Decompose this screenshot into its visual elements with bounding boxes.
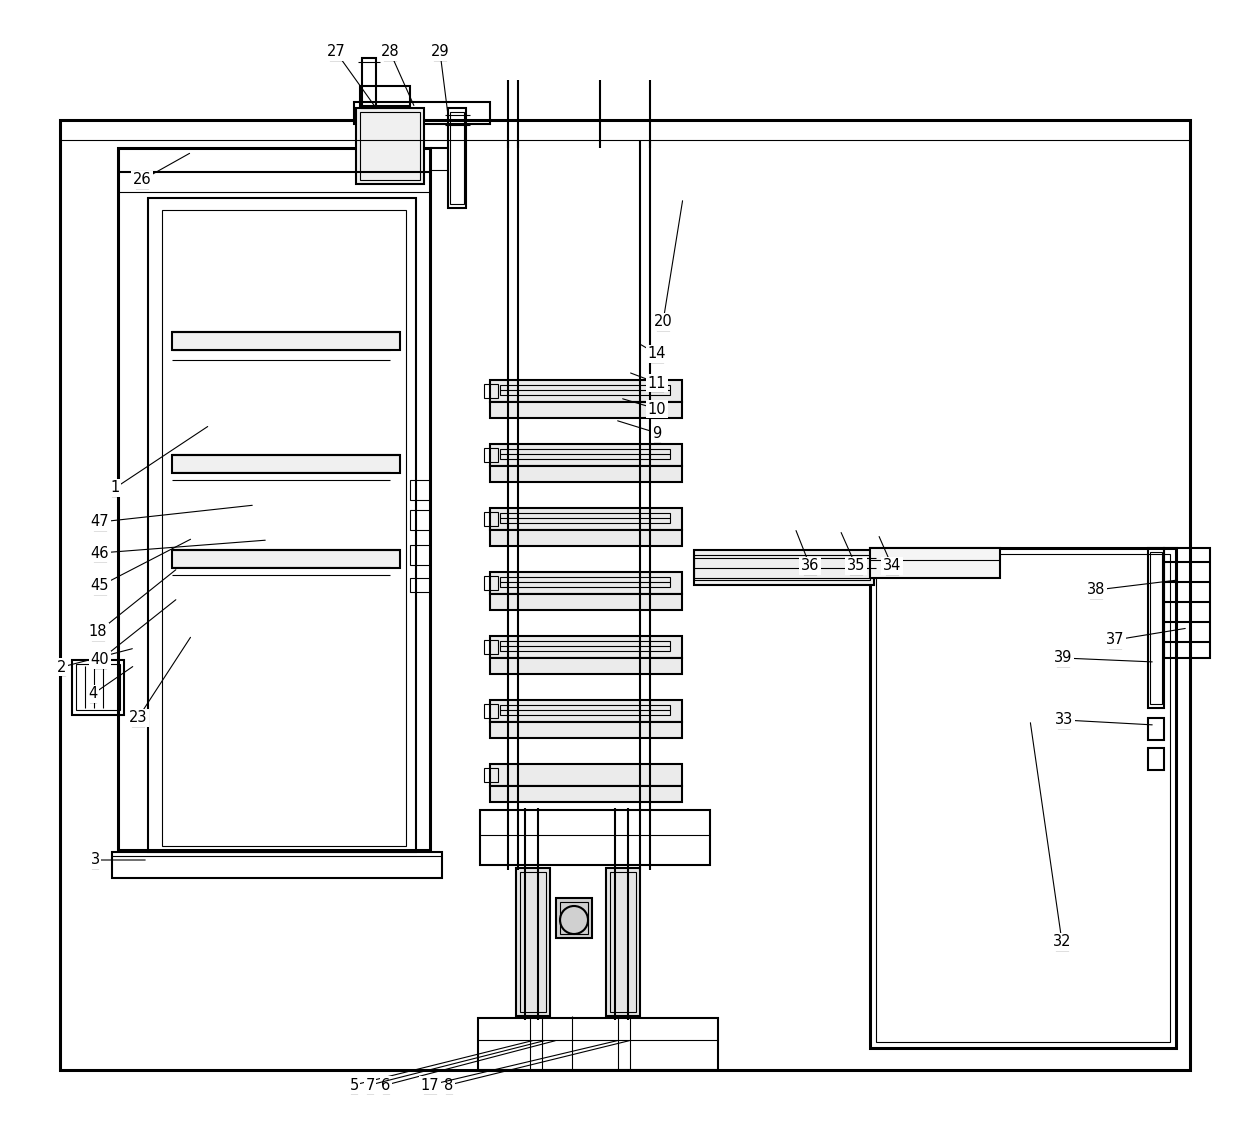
Bar (500, 641, 670, 651)
Text: 26: 26 (133, 173, 151, 188)
Bar (60, 120, 1190, 1070)
Bar (72, 661, 124, 715)
Text: 17: 17 (420, 1078, 439, 1093)
Bar (490, 402, 682, 418)
Text: 45: 45 (91, 578, 109, 594)
Bar (148, 198, 415, 852)
Bar (172, 455, 401, 473)
Bar (500, 513, 670, 523)
Bar (450, 112, 464, 204)
Bar (490, 722, 682, 739)
Text: 5: 5 (350, 1078, 358, 1093)
Text: 4: 4 (88, 687, 98, 701)
Bar (516, 867, 551, 1016)
Text: 7: 7 (366, 1078, 374, 1093)
Text: 36: 36 (801, 559, 820, 573)
Bar (500, 449, 670, 459)
Bar (484, 640, 498, 654)
Bar (490, 444, 682, 466)
Text: 3: 3 (91, 853, 99, 867)
Bar (76, 664, 120, 710)
Bar (694, 550, 874, 585)
Bar (490, 530, 682, 546)
Bar (1148, 549, 1164, 708)
Bar (500, 577, 670, 587)
Bar (490, 786, 682, 802)
Text: 33: 33 (1055, 713, 1073, 727)
Bar (162, 210, 405, 846)
Bar (356, 107, 424, 184)
Bar (1148, 748, 1164, 770)
Bar (360, 86, 410, 106)
Bar (1149, 552, 1162, 703)
Text: 6: 6 (382, 1078, 391, 1093)
Bar (448, 107, 466, 208)
Bar (694, 555, 870, 580)
Text: 34: 34 (883, 559, 901, 573)
Text: 28: 28 (381, 44, 399, 60)
Bar (490, 765, 682, 786)
Text: 23: 23 (129, 710, 148, 725)
Bar (484, 703, 498, 718)
Text: 47: 47 (91, 515, 109, 529)
Bar (490, 508, 682, 530)
Bar (484, 448, 498, 461)
Bar (477, 1018, 718, 1070)
Bar (172, 550, 401, 568)
Text: 35: 35 (847, 559, 866, 573)
Text: 2: 2 (57, 659, 67, 674)
Text: 37: 37 (1106, 632, 1125, 648)
Text: 20: 20 (653, 314, 672, 329)
Bar (500, 385, 670, 395)
Bar (172, 333, 401, 349)
Text: 1: 1 (110, 481, 119, 495)
Text: 32: 32 (1053, 934, 1071, 950)
Bar (484, 385, 498, 398)
Bar (410, 578, 430, 592)
Bar (112, 852, 441, 878)
Text: 46: 46 (91, 545, 109, 561)
Bar (556, 898, 591, 938)
Bar (870, 549, 1176, 1048)
Bar (410, 545, 430, 566)
Text: 8: 8 (444, 1078, 454, 1093)
Bar (362, 58, 376, 107)
Text: 38: 38 (1086, 582, 1105, 597)
Bar (484, 768, 498, 782)
Bar (610, 872, 636, 1012)
Text: 27: 27 (326, 44, 346, 60)
Bar (606, 867, 640, 1016)
Bar (490, 572, 682, 594)
Bar (490, 658, 682, 674)
Bar (484, 512, 498, 526)
Text: 29: 29 (430, 44, 449, 60)
Bar (490, 700, 682, 722)
Bar (490, 636, 682, 658)
Bar (520, 872, 546, 1012)
Bar (560, 903, 588, 934)
Text: 9: 9 (652, 425, 662, 440)
Bar (500, 705, 670, 715)
Text: 11: 11 (647, 375, 666, 390)
Bar (870, 549, 999, 578)
Text: 39: 39 (1054, 650, 1073, 665)
Bar (490, 594, 682, 610)
Bar (360, 112, 420, 180)
Text: 14: 14 (647, 346, 666, 362)
Text: 18: 18 (89, 624, 107, 639)
Bar (490, 466, 682, 482)
Bar (480, 810, 711, 865)
Bar (1148, 718, 1164, 740)
Bar (490, 380, 682, 402)
Text: 40: 40 (91, 653, 109, 667)
Text: 10: 10 (647, 402, 666, 416)
Bar (410, 480, 430, 500)
Bar (484, 576, 498, 590)
Bar (410, 510, 430, 530)
Bar (875, 554, 1171, 1042)
Bar (118, 148, 430, 851)
Bar (353, 102, 490, 124)
Bar (1164, 549, 1210, 658)
